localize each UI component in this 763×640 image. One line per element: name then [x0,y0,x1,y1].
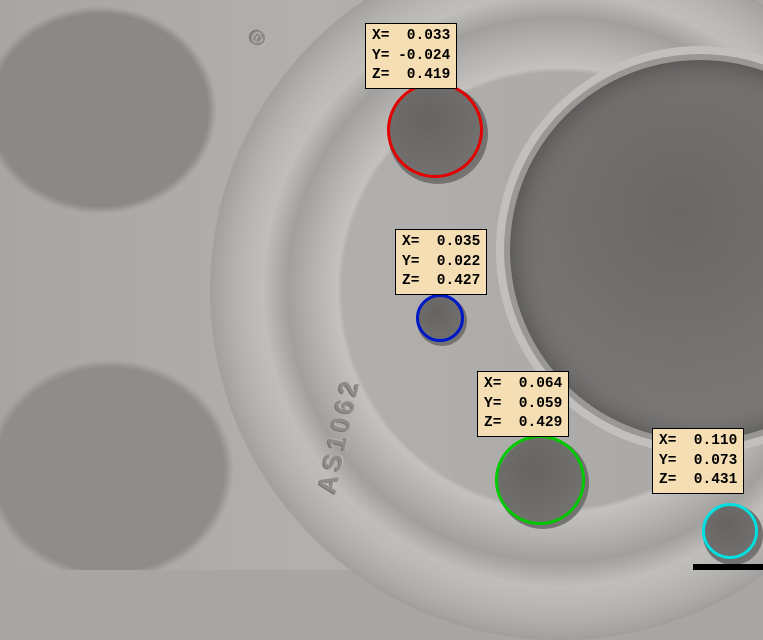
coordinate-label: X= 0.033 Y= -0.024 Z= 0.419 [365,23,457,89]
detection-circle [495,435,585,525]
detection-circle [387,82,483,178]
detection-circle [416,294,464,342]
coordinate-label: X= 0.035 Y= 0.022 Z= 0.427 [395,229,487,295]
detection-circle [702,503,758,559]
scale-bar [693,564,763,570]
coordinate-label: X= 0.064 Y= 0.059 Z= 0.429 [477,371,569,437]
coordinate-label: X= 0.110 Y= 0.073 Z= 0.431 [652,428,744,494]
